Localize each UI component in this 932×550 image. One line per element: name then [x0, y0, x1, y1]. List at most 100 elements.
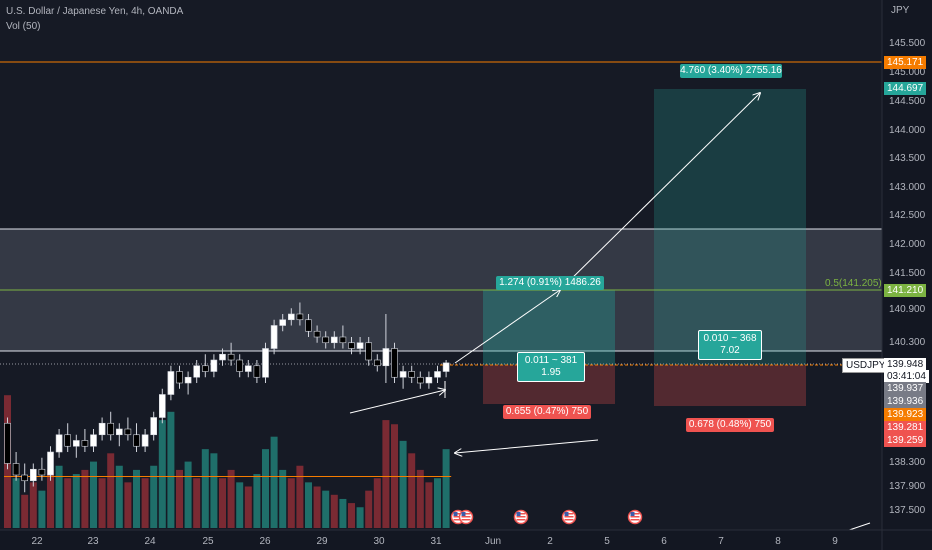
volume-bar — [408, 453, 416, 528]
volume-bar — [330, 494, 338, 528]
volume-bar — [133, 469, 140, 528]
candle-body — [399, 371, 407, 378]
volume-bar — [201, 449, 209, 528]
long-position-loss-right — [654, 365, 806, 406]
time-tick: 25 — [202, 536, 214, 547]
candle-body — [167, 371, 175, 395]
volume-bar — [434, 478, 441, 528]
candle-body — [73, 440, 80, 447]
candle-body — [262, 348, 269, 378]
candle-body — [133, 434, 140, 447]
risk-reward-left[interactable]: 0.011 ~ 381 1.95 — [517, 352, 585, 382]
candle-body — [21, 474, 29, 482]
volume-bar — [167, 411, 175, 528]
time-tick: 24 — [144, 536, 156, 547]
time-tick: 30 — [373, 536, 385, 547]
volume-bar — [184, 461, 192, 528]
candle-body — [81, 440, 89, 447]
volume-bar — [176, 469, 183, 528]
time-tick: Jun — [485, 536, 501, 547]
candle-body — [193, 365, 200, 378]
volume-bar — [279, 469, 287, 528]
price-tick: 141.500 — [889, 268, 926, 279]
volume-indicator-label[interactable]: Vol (50) — [6, 21, 41, 32]
price-tick: 145.500 — [889, 38, 926, 49]
time-tick: 31 — [430, 536, 442, 547]
stop-right-label[interactable]: 0.678 (0.48%) 750 — [686, 418, 774, 432]
candle-body — [322, 336, 330, 344]
volume-bar — [270, 436, 278, 528]
candle-body — [150, 417, 157, 436]
us-flag-icon[interactable] — [513, 509, 529, 525]
rr-right-ratio: 7.02 — [720, 345, 740, 356]
last-price-label: 139.948 — [884, 358, 927, 371]
chart-title: U.S. Dollar / Japanese Yen, 4h, OANDA — [6, 6, 184, 17]
price-tick: 142.000 — [889, 239, 926, 250]
volume-bar — [305, 482, 312, 528]
candle-body — [408, 371, 416, 378]
us-flag-icon[interactable] — [458, 509, 474, 525]
time-tick: 5 — [604, 536, 610, 547]
risk-reward-right[interactable]: 0.010 ~ 368 7.02 — [698, 330, 762, 360]
time-tick: 23 — [87, 536, 99, 547]
candle-body — [227, 353, 235, 361]
candle-body — [184, 376, 192, 384]
volume-bar — [416, 469, 424, 528]
candle-body — [29, 468, 37, 482]
volume-bar — [262, 449, 269, 528]
volume-bar — [339, 498, 347, 528]
candle-body — [12, 463, 20, 476]
volume-bar — [55, 465, 63, 528]
volume-bar — [150, 465, 158, 528]
volume-bar — [356, 507, 364, 528]
candle-body — [270, 325, 278, 349]
candle-body — [330, 336, 338, 344]
volume-bar — [64, 478, 72, 528]
price-tick: 144.000 — [889, 125, 926, 136]
volume-bar — [21, 494, 29, 528]
volume-bar — [425, 482, 433, 528]
volume-bar — [219, 478, 226, 528]
ask-price-label: 139.936 — [884, 395, 927, 408]
price-tick: 138.300 — [889, 457, 926, 468]
price-tick: 143.500 — [889, 153, 926, 164]
candle-body — [4, 422, 11, 464]
stop-left-label[interactable]: 0.655 (0.47%) 750 — [503, 405, 591, 419]
volume-bar — [399, 440, 407, 528]
volume-bar — [193, 478, 201, 528]
candle-body — [90, 434, 97, 447]
candle-body — [64, 434, 71, 447]
orange-price-label: 139.923 — [884, 408, 927, 421]
volume-bar — [348, 503, 355, 528]
candle-body — [434, 371, 441, 378]
time-tick: 9 — [832, 536, 838, 547]
small-target-label[interactable]: 1.274 (0.91%) 1486.26 — [496, 276, 604, 290]
volume-bar — [296, 465, 304, 528]
price-tick: 137.500 — [889, 505, 926, 516]
big-target-label[interactable]: 4.760 (3.40%) 2755.16 — [680, 64, 782, 78]
time-tick: 26 — [259, 536, 271, 547]
candle-body — [245, 365, 252, 372]
rr-left-ratio: 1.95 — [541, 367, 561, 378]
us-flag-icon[interactable] — [561, 509, 577, 525]
volume-bar — [47, 469, 54, 528]
candle-body — [287, 313, 295, 321]
candle-body — [425, 376, 433, 384]
candle-body — [442, 362, 450, 372]
candle-body — [202, 365, 209, 372]
time-tick: 2 — [547, 536, 553, 547]
candle-body — [313, 330, 321, 338]
long-position-profit-right — [654, 89, 806, 365]
time-tick: 8 — [775, 536, 781, 547]
volume-bar — [210, 453, 218, 528]
volume-bar — [141, 478, 149, 528]
volume-bar — [124, 482, 132, 528]
volume-arrow — [455, 439, 599, 453]
us-flag-icon[interactable] — [627, 509, 643, 525]
volume-bar — [107, 453, 115, 528]
volume-bar — [382, 420, 390, 528]
symbol-label: USDJPY — [842, 358, 890, 373]
currency-label: JPY — [891, 5, 910, 16]
volume-bar — [236, 482, 244, 528]
